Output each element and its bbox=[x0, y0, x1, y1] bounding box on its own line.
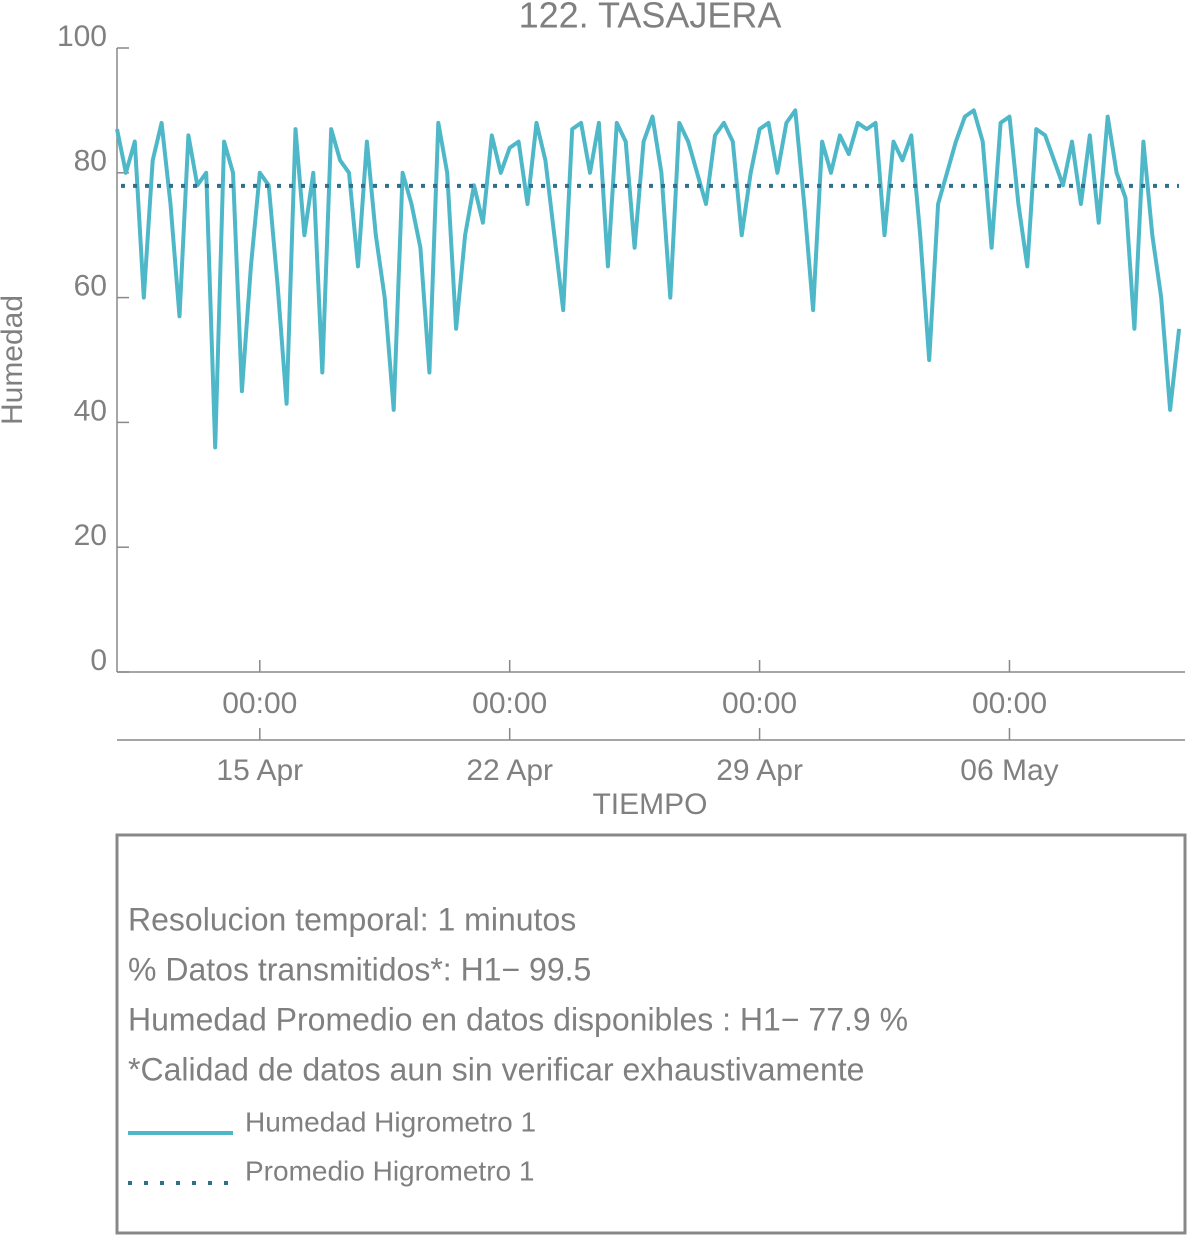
y-axis-label: Humedad bbox=[0, 295, 29, 425]
x-date-label: 22 Apr bbox=[466, 754, 553, 787]
x-date-label: 06 May bbox=[960, 754, 1058, 787]
x-tick-label: 00:00 bbox=[972, 687, 1047, 720]
legend-label: Promedio Higrometro 1 bbox=[245, 1155, 534, 1186]
y-tick-label: 80 bbox=[74, 145, 107, 178]
info-box bbox=[115, 833, 1187, 1235]
x-date-label: 15 Apr bbox=[216, 754, 303, 787]
chart-title: 122. TASAJERA bbox=[519, 0, 782, 36]
info-note: % Datos transmitidos*: H1− 99.5 bbox=[128, 951, 591, 987]
y-tick-label: 100 bbox=[57, 20, 107, 53]
y-tick-label: 40 bbox=[74, 394, 107, 427]
legend-label: Humedad Higrometro 1 bbox=[245, 1106, 536, 1137]
y-tick-label: 0 bbox=[90, 644, 107, 677]
info-note: Resolucion temporal: 1 minutos bbox=[128, 901, 576, 937]
info-note: *Calidad de datos aun sin verificar exha… bbox=[128, 1051, 864, 1087]
humidity-line bbox=[115, 108, 1182, 450]
x-tick-label: 00:00 bbox=[722, 687, 797, 720]
info-note: Humedad Promedio en datos disponibles : … bbox=[128, 1001, 908, 1037]
x-tick-label: 00:00 bbox=[222, 687, 297, 720]
y-tick-label: 20 bbox=[74, 519, 107, 552]
x-date-label: 29 Apr bbox=[716, 754, 803, 787]
x-tick-label: 00:00 bbox=[472, 687, 547, 720]
x-axis-label: TIEMPO bbox=[592, 788, 707, 821]
y-tick-label: 60 bbox=[74, 270, 107, 303]
